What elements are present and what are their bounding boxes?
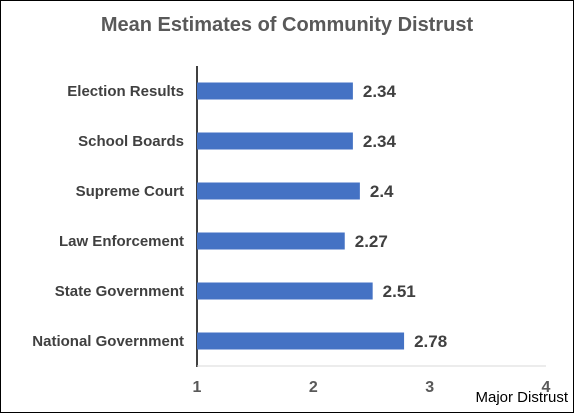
category-label: Law Enforcement	[59, 233, 184, 250]
bar	[197, 82, 353, 100]
x-axis-label: Major Distrust	[475, 389, 568, 406]
x-tick-label: 1	[193, 379, 202, 396]
data-label: 2.4	[370, 182, 394, 201]
bar	[197, 332, 405, 350]
category-label: School Boards	[78, 133, 184, 150]
data-label: 2.34	[363, 82, 397, 101]
bar	[197, 232, 345, 250]
data-label: 2.27	[355, 232, 388, 251]
category-label: State Government	[55, 283, 184, 300]
x-tick-label: 4	[542, 379, 551, 396]
category-label: Election Results	[67, 83, 184, 100]
bar	[197, 182, 360, 200]
chart-title: Mean Estimates of Community Distrust	[100, 14, 474, 36]
bar	[197, 282, 373, 300]
x-tick-label: 3	[425, 379, 434, 396]
data-label: 2.34	[363, 132, 397, 151]
category-label: Supreme Court	[76, 183, 184, 200]
category-label: National Government	[32, 333, 184, 350]
data-label: 2.51	[383, 282, 416, 301]
bar	[197, 132, 353, 150]
data-label: 2.78	[414, 332, 447, 351]
x-tick-label: 2	[309, 379, 318, 396]
